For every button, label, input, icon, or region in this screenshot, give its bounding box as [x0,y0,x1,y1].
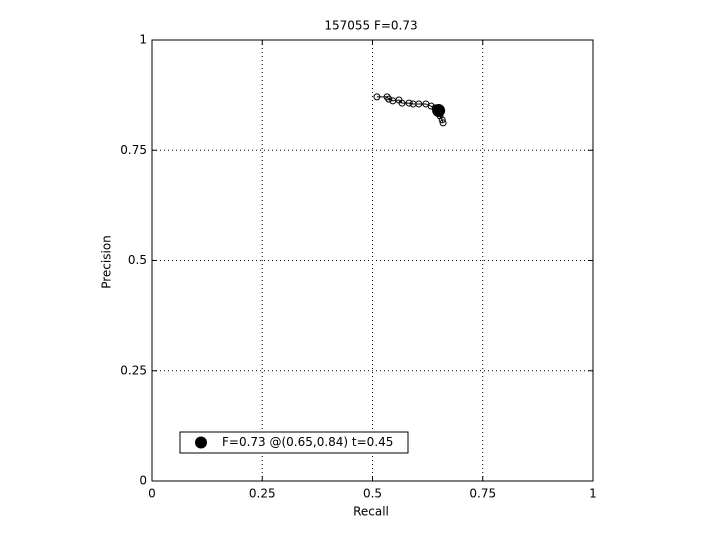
marker [373,93,381,101]
x-tick-label: 0.75 [469,487,496,501]
marker [385,95,393,103]
y-tick-label: 0 [139,474,147,488]
marker [415,100,423,108]
legend-box [179,431,409,454]
plot-frame [151,39,594,482]
x-tick-label: 1 [589,487,597,501]
y-axis-label: Precision [100,235,114,289]
x-tick-label: 0.5 [363,487,382,501]
y-tick-label: 0.5 [128,253,147,267]
chart-title: 157055 F=0.73 [324,19,417,33]
x-axis-label: Recall [353,505,389,519]
marker [432,104,446,118]
x-tick-label: 0.25 [249,487,276,501]
y-tick-label: 0.75 [120,143,147,157]
marker [405,99,413,107]
marker [383,93,391,101]
legend-label: F=0.73 @(0.65,0.84) t=0.45 [222,435,393,449]
legend-marker [195,436,207,449]
y-tick-label: 1 [139,33,147,47]
marker [398,99,406,107]
x-tick-label: 0 [148,487,156,501]
marker [438,116,446,124]
marker [439,119,447,127]
y-tick-label: 0.25 [120,363,147,377]
